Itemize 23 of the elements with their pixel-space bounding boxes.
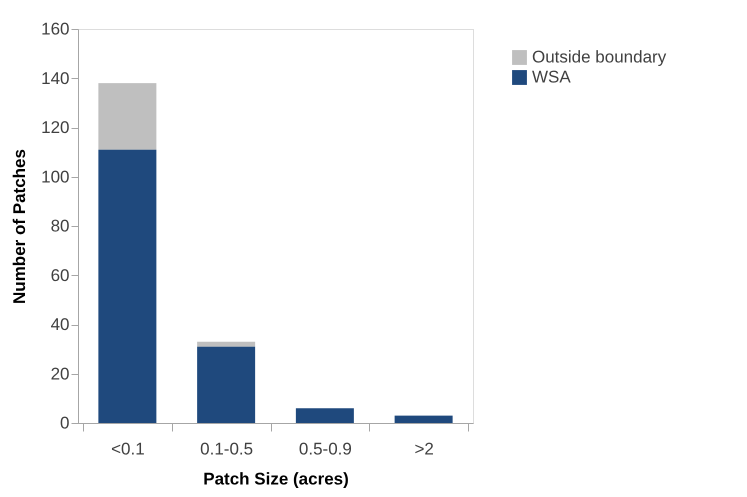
y-tick-label: 140 [41,68,70,88]
y-tick-label: 0 [60,414,70,432]
bar [197,342,256,347]
x-tick-label: 0.1-0.5 [200,440,254,458]
bar [98,83,156,150]
bar [98,150,156,423]
x-tick-label: 0.5-0.9 [298,440,352,458]
y-tick-label: 100 [41,167,70,186]
y-tick-label: 160 [41,20,70,38]
x-axis-title: Patch Size (acres) [203,470,349,488]
y-axis-title: Number of Patches [10,149,30,304]
y-tick-label: 80 [50,216,70,236]
x-tick-label: >2 [414,440,434,458]
x-tick-label: <0.1 [111,440,145,458]
y-tick-label: 60 [50,266,70,285]
bar [394,416,453,423]
y-tick-label: 120 [41,118,70,137]
y-tick-label: 20 [50,364,70,384]
bar [296,408,354,423]
y-tick-label: 40 [50,315,70,334]
legend-label: WSA [532,68,572,86]
legend-label: Outside boundary [532,48,667,66]
bar [197,346,256,423]
